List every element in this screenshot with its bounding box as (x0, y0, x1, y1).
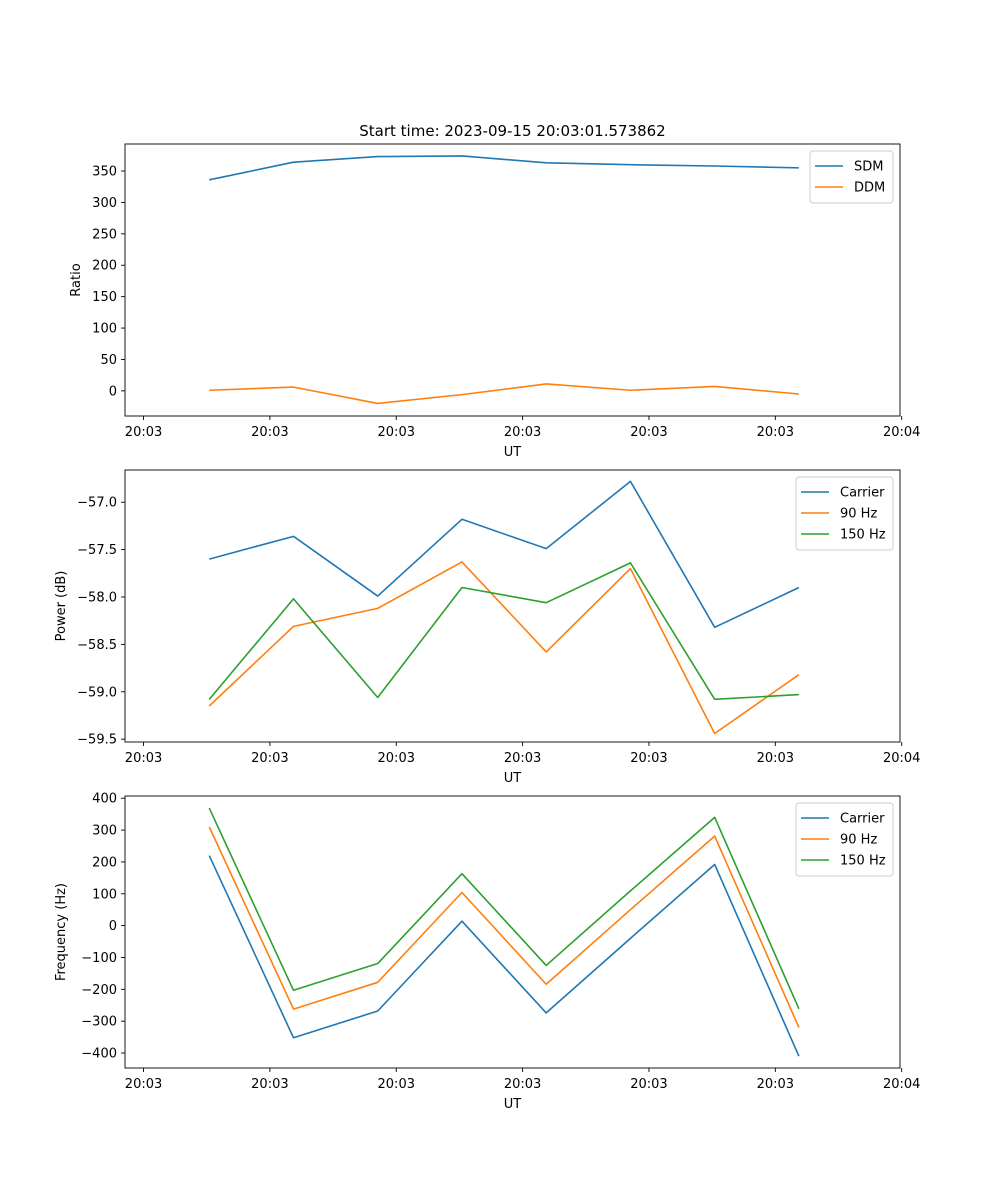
series-group (209, 155, 799, 405)
series-line-150-hz (208, 562, 799, 701)
legend: Carrier 90 Hz 150 Hz (795, 802, 894, 877)
legend-label: 150 Hz (840, 854, 886, 869)
legend-label: Carrier (840, 486, 885, 501)
axes-frame (124, 469, 901, 743)
y-tick-label: 0 (109, 384, 117, 399)
series-group (208, 480, 800, 735)
x-tick-label: 20:03 (757, 1077, 794, 1092)
x-tick-label: 20:03 (378, 1077, 415, 1092)
axes-frame (124, 143, 901, 417)
y-tick-label: −58.0 (77, 590, 117, 605)
x-tick-label: 20:03 (504, 425, 541, 440)
y-tick-label: −59.5 (77, 733, 117, 748)
x-tick-label: 20:04 (883, 1077, 920, 1092)
y-tick-label: −200 (81, 983, 117, 998)
x-tick-label: 20:03 (630, 1077, 667, 1092)
legend-label: SDM (854, 160, 883, 175)
x-tick-label: 20:03 (251, 1077, 288, 1092)
x-tick-label: 20:03 (251, 751, 288, 766)
x-axis-label: UT (504, 1097, 522, 1112)
series-line-carrier (208, 855, 800, 1057)
axes-frame (124, 795, 901, 1069)
series-line-150-hz (208, 807, 800, 1010)
y-tick-label: −59.0 (77, 685, 117, 700)
y-tick-label: −300 (81, 1015, 117, 1030)
x-tick-label: 20:03 (378, 751, 415, 766)
legend-label: DDM (854, 181, 885, 196)
legend-box (809, 150, 894, 204)
y-tick-label: 100 (92, 322, 117, 337)
x-axis-label: UT (504, 445, 522, 460)
series-line-90-hz (208, 826, 800, 1028)
y-tick-label: 300 (92, 196, 117, 211)
y-tick-label: −57.0 (77, 496, 117, 511)
x-tick-label: 20:03 (125, 1077, 162, 1092)
y-tick-label: −400 (81, 1047, 117, 1062)
y-tick-label: 0 (109, 919, 117, 934)
chart-panel-1: 20:03 20:03 20:03 20:03 20:03 20:03 20:04 0 50 10… (69, 143, 920, 460)
legend-label: Carrier (840, 812, 885, 827)
y-tick-label: 50 (100, 353, 117, 368)
y-tick-label: −57.5 (77, 543, 117, 558)
legend-label: 150 Hz (840, 528, 886, 543)
x-tick-label: 20:03 (125, 425, 162, 440)
x-axis-label: UT (504, 771, 522, 786)
y-axis-label: Power (dB) (54, 571, 69, 642)
series-line-carrier (209, 480, 800, 629)
x-tick-label: 20:03 (757, 425, 794, 440)
y-axis-label: Frequency (Hz) (54, 883, 69, 981)
y-axis-label: Ratio (69, 263, 84, 296)
series-line-sdm (209, 155, 799, 181)
x-tick-label: 20:03 (125, 751, 162, 766)
legend-box (795, 476, 894, 551)
charts-container: 20:03 20:03 20:03 20:03 20:03 20:03 20:04 0 50 10… (54, 143, 920, 1112)
legend: SDM DDM (809, 150, 894, 204)
legend-label: 90 Hz (840, 833, 877, 848)
y-tick-label: 300 (92, 824, 117, 839)
y-tick-label: −100 (81, 951, 117, 966)
figure-title: Start time: 2023-09-15 20:03:01.573862 (359, 122, 665, 140)
y-tick-label: 350 (92, 165, 117, 180)
x-tick-label: 20:03 (378, 425, 415, 440)
y-tick-label: 400 (92, 792, 117, 807)
x-tick-label: 20:04 (883, 751, 920, 766)
series-group (208, 807, 800, 1057)
legend-box (795, 802, 894, 877)
chart-panel-2: 20:03 20:03 20:03 20:03 20:03 20:03 20:04 −59.5… (54, 469, 920, 786)
x-tick-label: 20:03 (757, 751, 794, 766)
y-tick-label: 100 (92, 887, 117, 902)
legend: Carrier 90 Hz 150 Hz (795, 476, 894, 551)
x-tick-label: 20:03 (504, 1077, 541, 1092)
y-tick-label: −58.5 (77, 638, 117, 653)
y-tick-label: 200 (92, 855, 117, 870)
legend-label: 90 Hz (840, 507, 877, 522)
x-tick-label: 20:03 (251, 425, 288, 440)
chart-panel-3: 20:03 20:03 20:03 20:03 20:03 20:03 20:04 −400 −… (54, 792, 920, 1112)
x-tick-label: 20:03 (630, 751, 667, 766)
x-tick-label: 20:04 (883, 425, 920, 440)
x-tick-label: 20:03 (504, 751, 541, 766)
series-line-90-hz (208, 561, 800, 735)
y-tick-label: 250 (92, 227, 117, 242)
y-tick-label: 150 (92, 290, 117, 305)
x-tick-label: 20:03 (630, 425, 667, 440)
series-line-ddm (209, 383, 799, 405)
y-tick-label: 200 (92, 259, 117, 274)
